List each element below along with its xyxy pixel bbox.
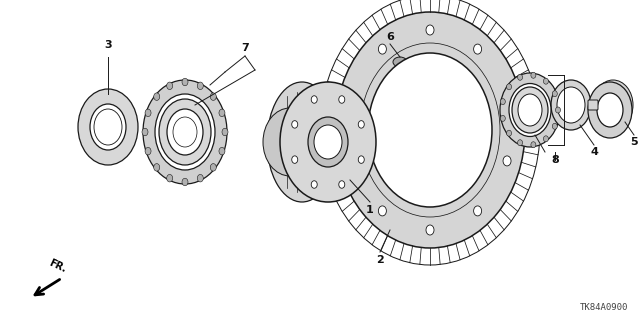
Ellipse shape bbox=[311, 96, 317, 103]
Ellipse shape bbox=[509, 84, 551, 137]
Text: 5: 5 bbox=[630, 137, 638, 147]
Ellipse shape bbox=[166, 174, 173, 182]
Ellipse shape bbox=[145, 109, 151, 116]
Ellipse shape bbox=[267, 82, 337, 202]
Ellipse shape bbox=[280, 82, 376, 202]
Ellipse shape bbox=[556, 107, 561, 113]
Ellipse shape bbox=[339, 96, 345, 103]
Ellipse shape bbox=[512, 87, 548, 133]
Ellipse shape bbox=[197, 82, 204, 90]
Ellipse shape bbox=[142, 128, 148, 136]
Ellipse shape bbox=[155, 94, 215, 170]
Ellipse shape bbox=[292, 121, 298, 128]
Ellipse shape bbox=[531, 142, 536, 148]
Ellipse shape bbox=[500, 116, 506, 121]
Text: 3: 3 bbox=[104, 40, 112, 50]
Ellipse shape bbox=[78, 89, 138, 165]
Text: FR.: FR. bbox=[48, 257, 68, 274]
Ellipse shape bbox=[154, 93, 160, 100]
Ellipse shape bbox=[474, 206, 482, 216]
Ellipse shape bbox=[182, 178, 188, 186]
Ellipse shape bbox=[393, 57, 407, 67]
Ellipse shape bbox=[292, 156, 298, 163]
Ellipse shape bbox=[339, 181, 345, 188]
Ellipse shape bbox=[154, 164, 160, 171]
Ellipse shape bbox=[145, 148, 151, 155]
Ellipse shape bbox=[503, 94, 511, 104]
Text: 1: 1 bbox=[366, 205, 374, 215]
Ellipse shape bbox=[593, 80, 633, 130]
Ellipse shape bbox=[335, 12, 525, 248]
Ellipse shape bbox=[601, 90, 625, 120]
Ellipse shape bbox=[506, 130, 511, 136]
Text: 6: 6 bbox=[386, 32, 394, 42]
Ellipse shape bbox=[182, 78, 188, 86]
Text: TK84A0900: TK84A0900 bbox=[580, 303, 628, 312]
Text: 7: 7 bbox=[241, 43, 249, 53]
Ellipse shape bbox=[552, 91, 557, 97]
Ellipse shape bbox=[311, 181, 317, 188]
Text: 8: 8 bbox=[551, 155, 559, 165]
Ellipse shape bbox=[314, 125, 342, 159]
Ellipse shape bbox=[368, 53, 492, 207]
Ellipse shape bbox=[90, 104, 126, 150]
Ellipse shape bbox=[543, 78, 548, 84]
Ellipse shape bbox=[219, 148, 225, 155]
Ellipse shape bbox=[518, 140, 523, 146]
Ellipse shape bbox=[349, 94, 357, 104]
Ellipse shape bbox=[426, 225, 434, 235]
Ellipse shape bbox=[551, 80, 591, 130]
FancyBboxPatch shape bbox=[588, 100, 598, 110]
Ellipse shape bbox=[167, 109, 203, 155]
Ellipse shape bbox=[222, 128, 228, 136]
Ellipse shape bbox=[543, 136, 548, 142]
Ellipse shape bbox=[211, 164, 216, 171]
Ellipse shape bbox=[211, 93, 216, 100]
Ellipse shape bbox=[426, 25, 434, 35]
Ellipse shape bbox=[531, 72, 536, 78]
Ellipse shape bbox=[503, 156, 511, 166]
Ellipse shape bbox=[263, 108, 317, 176]
Ellipse shape bbox=[552, 123, 557, 129]
Ellipse shape bbox=[378, 44, 387, 54]
Ellipse shape bbox=[588, 82, 632, 138]
Ellipse shape bbox=[358, 156, 364, 163]
Ellipse shape bbox=[358, 121, 364, 128]
Ellipse shape bbox=[474, 44, 482, 54]
Ellipse shape bbox=[143, 80, 227, 184]
Text: 4: 4 bbox=[590, 147, 598, 157]
Ellipse shape bbox=[159, 99, 211, 165]
Ellipse shape bbox=[219, 109, 225, 116]
Ellipse shape bbox=[349, 156, 357, 166]
Text: 2: 2 bbox=[376, 255, 384, 265]
Ellipse shape bbox=[518, 74, 523, 80]
Ellipse shape bbox=[308, 117, 348, 167]
Ellipse shape bbox=[506, 84, 511, 90]
Ellipse shape bbox=[597, 93, 623, 127]
Ellipse shape bbox=[500, 73, 560, 147]
Ellipse shape bbox=[500, 99, 506, 105]
Ellipse shape bbox=[557, 87, 585, 123]
Ellipse shape bbox=[518, 94, 542, 126]
Ellipse shape bbox=[197, 174, 204, 182]
Ellipse shape bbox=[378, 206, 387, 216]
Ellipse shape bbox=[166, 82, 173, 90]
